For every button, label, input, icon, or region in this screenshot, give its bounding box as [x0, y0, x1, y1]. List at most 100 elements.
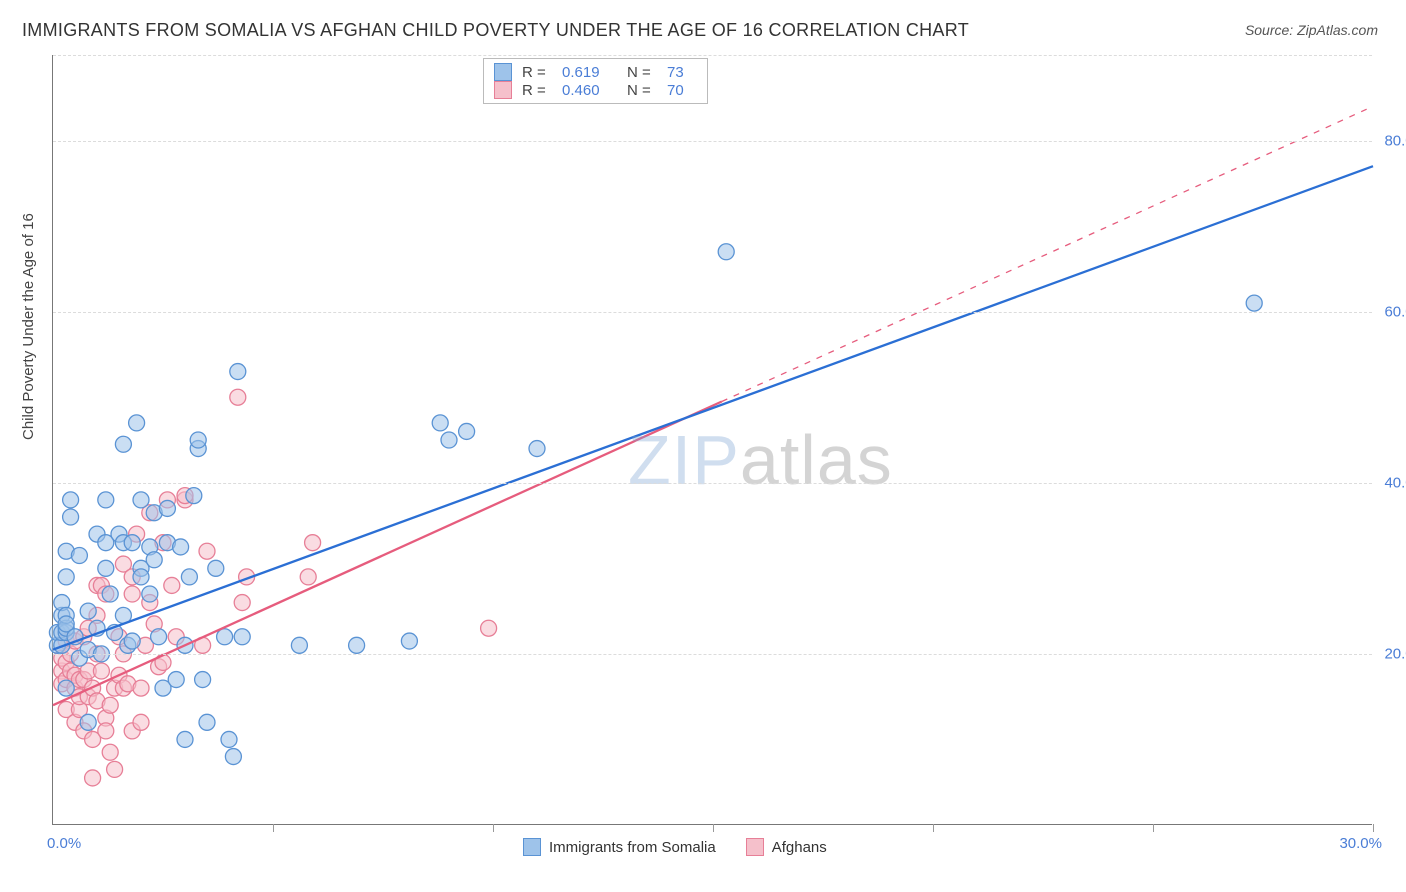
data-point: [71, 548, 87, 564]
data-point: [133, 492, 149, 508]
r-label: R =: [522, 82, 552, 99]
x-tick: [1373, 824, 1374, 832]
y-tick-label: 20.0%: [1384, 645, 1406, 662]
data-point: [98, 723, 114, 739]
data-point: [481, 620, 497, 636]
n-label: N =: [627, 82, 657, 99]
data-point: [718, 244, 734, 260]
r-label: R =: [522, 64, 552, 81]
data-point: [305, 535, 321, 551]
n-label: N =: [627, 64, 657, 81]
data-point: [102, 744, 118, 760]
data-point: [195, 672, 211, 688]
data-point: [208, 560, 224, 576]
data-point: [58, 569, 74, 585]
data-point: [441, 432, 457, 448]
correlation-legend: R = 0.619 N = 73 R = 0.460 N = 70: [483, 58, 708, 104]
legend-label: Immigrants from Somalia: [549, 839, 716, 856]
data-point: [124, 586, 140, 602]
legend-swatch: [494, 81, 512, 99]
data-point: [63, 509, 79, 525]
r-value: 0.460: [562, 82, 617, 99]
data-point: [459, 423, 475, 439]
data-point: [199, 543, 215, 559]
data-point: [230, 389, 246, 405]
data-point: [190, 432, 206, 448]
grid-line: [53, 312, 1372, 313]
data-point: [93, 663, 109, 679]
legend-item: Immigrants from Somalia: [523, 838, 716, 856]
data-point: [124, 633, 140, 649]
data-point: [98, 492, 114, 508]
y-axis-title: Child Poverty Under the Age of 16: [20, 213, 37, 440]
data-point: [107, 761, 123, 777]
data-point: [217, 629, 233, 645]
data-point: [129, 415, 145, 431]
data-point: [133, 680, 149, 696]
trend-line-somalia: [53, 166, 1373, 649]
data-point: [173, 539, 189, 555]
x-min-label: 0.0%: [47, 835, 81, 852]
source-label: Source: ZipAtlas.com: [1245, 22, 1378, 38]
legend-swatch: [746, 838, 764, 856]
scatter-plot-svg: [53, 55, 1372, 824]
legend-row: R = 0.460 N = 70: [494, 81, 697, 99]
grid-line: [53, 483, 1372, 484]
legend-item: Afghans: [746, 838, 827, 856]
data-point: [230, 364, 246, 380]
grid-line: [53, 55, 1372, 56]
legend-swatch: [523, 838, 541, 856]
data-point: [291, 637, 307, 653]
data-point: [159, 500, 175, 516]
chart-area: R =0.619N =73R =0.460N =70 Immigrants fr…: [52, 55, 1372, 825]
data-point: [225, 749, 241, 765]
data-point: [234, 629, 250, 645]
legend-label: Afghans: [772, 839, 827, 856]
data-point: [300, 569, 316, 585]
data-point: [151, 629, 167, 645]
data-point: [186, 488, 202, 504]
grid-line: [53, 141, 1372, 142]
data-point: [1246, 295, 1262, 311]
x-tick: [493, 824, 494, 832]
y-tick-label: 60.0%: [1384, 303, 1406, 320]
data-point: [80, 603, 96, 619]
data-point: [124, 535, 140, 551]
data-point: [432, 415, 448, 431]
data-point: [58, 680, 74, 696]
data-point: [102, 586, 118, 602]
data-point: [181, 569, 197, 585]
data-point: [168, 672, 184, 688]
data-point: [85, 770, 101, 786]
data-point: [349, 637, 365, 653]
y-tick-label: 40.0%: [1384, 474, 1406, 491]
data-point: [234, 595, 250, 611]
data-point: [98, 560, 114, 576]
data-point: [102, 697, 118, 713]
data-point: [63, 492, 79, 508]
r-value: 0.619: [562, 64, 617, 81]
legend-swatch: [494, 63, 512, 81]
n-value: 70: [667, 82, 697, 99]
data-point: [529, 441, 545, 457]
x-max-label: 30.0%: [1339, 835, 1382, 852]
n-value: 73: [667, 64, 697, 81]
x-tick: [273, 824, 274, 832]
grid-line: [53, 654, 1372, 655]
chart-title: IMMIGRANTS FROM SOMALIA VS AFGHAN CHILD …: [22, 20, 969, 41]
data-point: [221, 731, 237, 747]
data-point: [146, 552, 162, 568]
data-point: [133, 714, 149, 730]
x-tick: [933, 824, 934, 832]
y-tick-label: 80.0%: [1384, 132, 1406, 149]
data-point: [164, 577, 180, 593]
x-tick: [1153, 824, 1154, 832]
series-legend: Immigrants from Somalia Afghans: [523, 838, 827, 856]
data-point: [177, 731, 193, 747]
data-point: [142, 586, 158, 602]
data-point: [80, 714, 96, 730]
data-point: [133, 569, 149, 585]
data-point: [199, 714, 215, 730]
legend-row: R = 0.619 N = 73: [494, 63, 697, 81]
trend-line-afghans-dashed: [722, 106, 1373, 401]
